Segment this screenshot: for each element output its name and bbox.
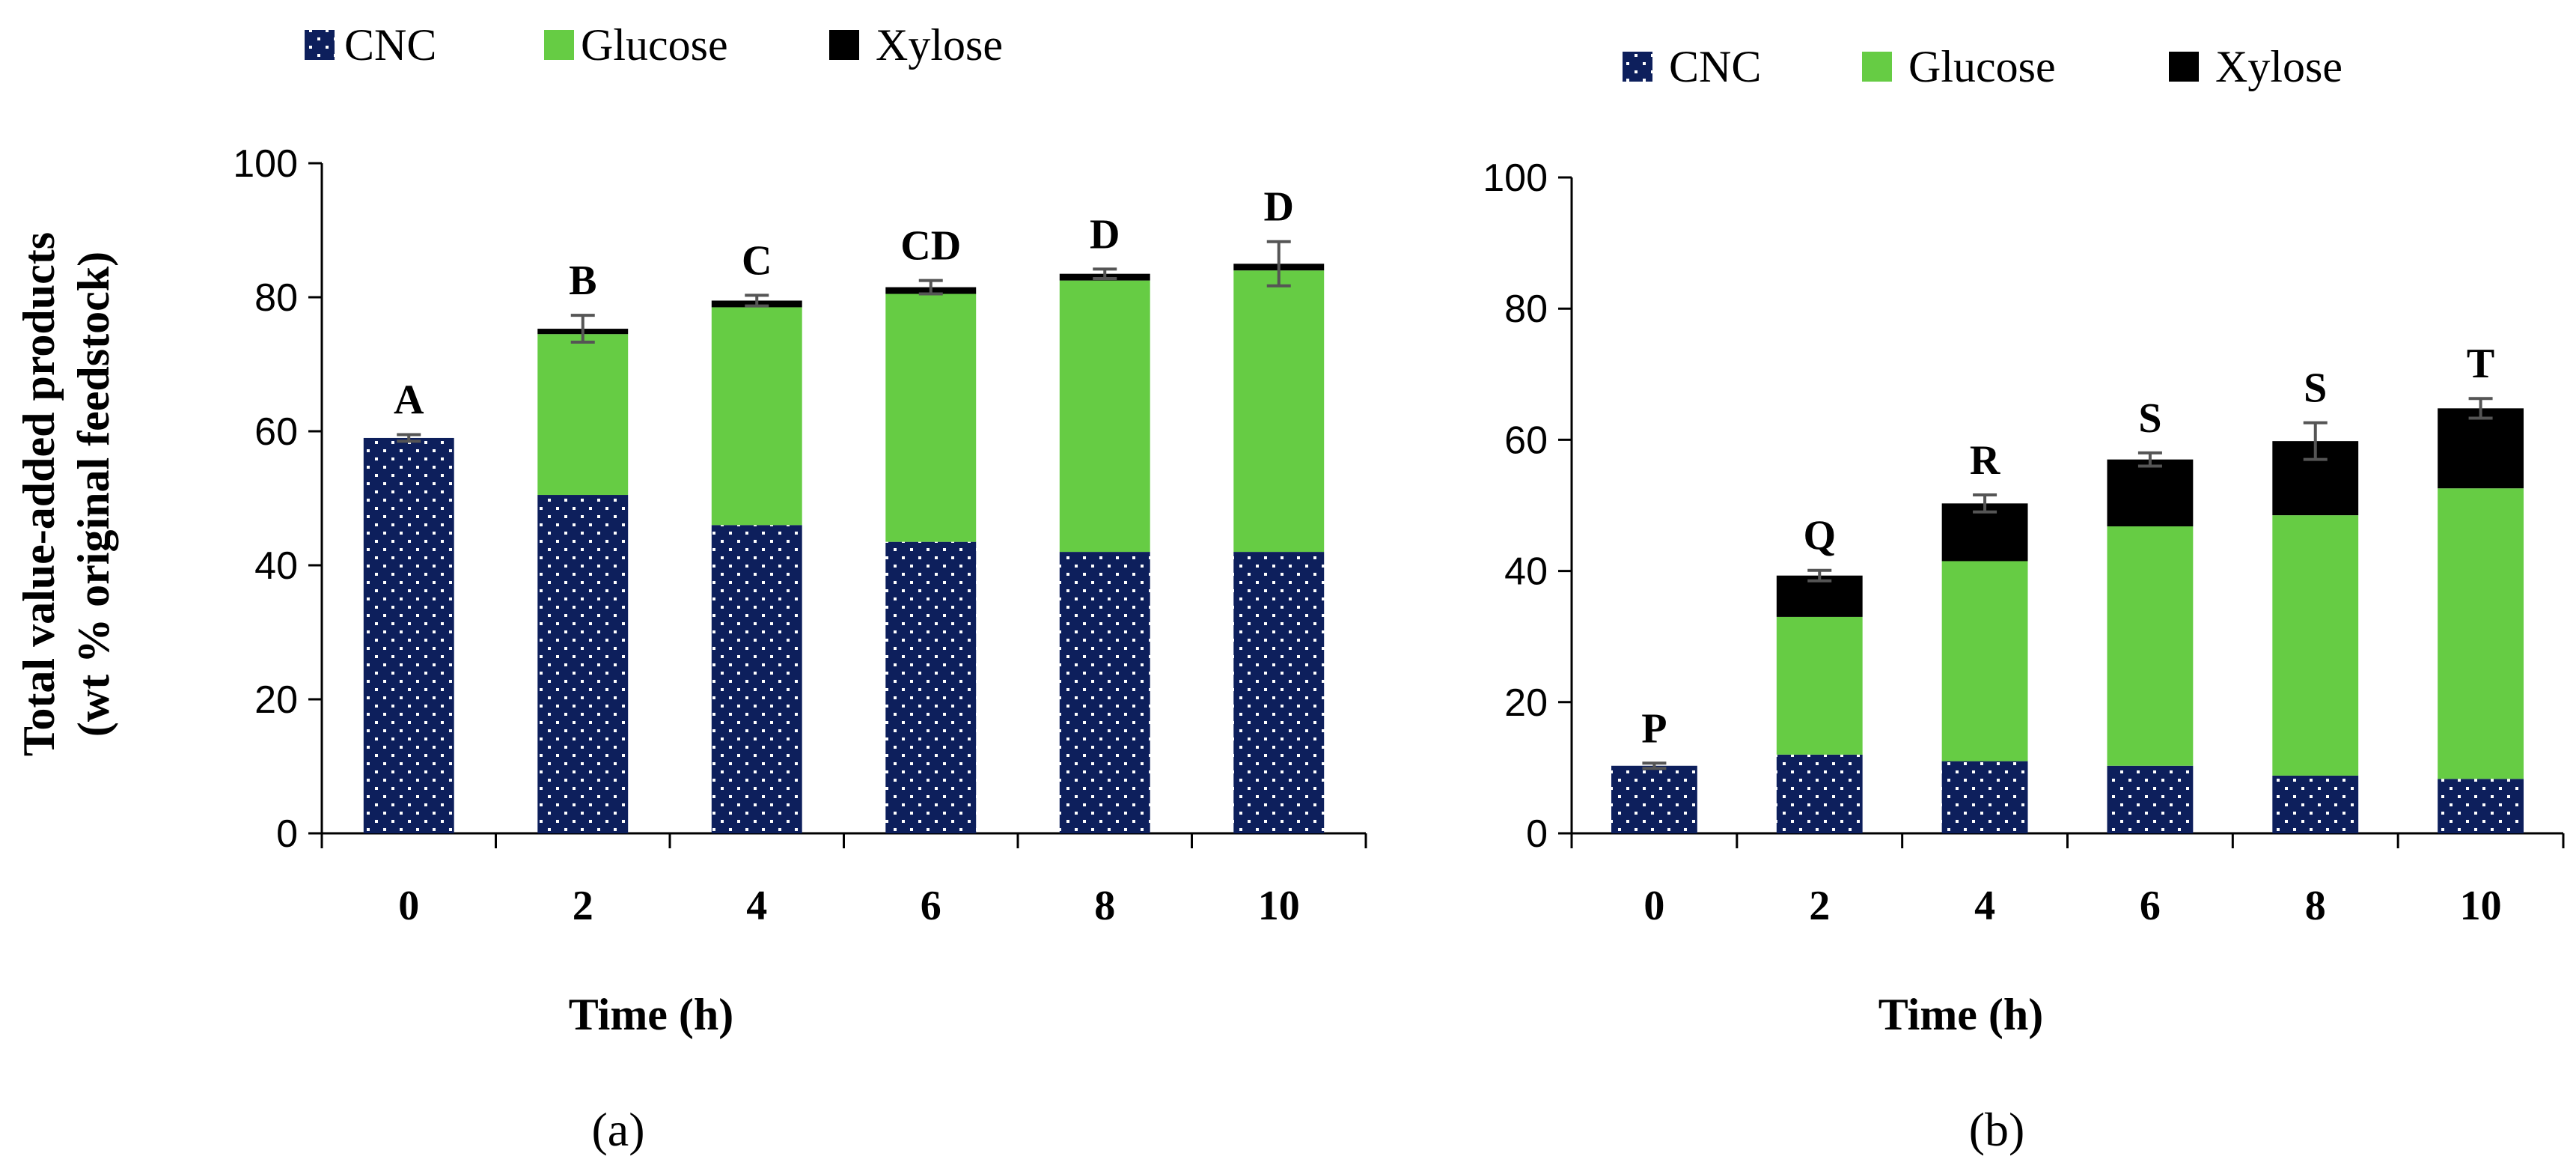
legend-label-glucose: Glucose xyxy=(581,20,728,70)
x-tick-label: 8 xyxy=(2305,883,2326,929)
x-tick-label: 10 xyxy=(2460,883,2502,929)
bar-glucose xyxy=(2438,488,2524,779)
bar-glucose xyxy=(1776,616,1863,755)
bar-cnc xyxy=(1233,552,1325,833)
legend-b: CNC Glucose Xylose xyxy=(1623,42,2342,91)
bar-glucose xyxy=(1233,270,1325,553)
significance-label: T xyxy=(2467,341,2494,387)
legend-label-cnc: CNC xyxy=(344,20,436,70)
y-tick-label: 0 xyxy=(276,812,298,856)
x-axis-title-b: Time (h) xyxy=(1878,990,2044,1039)
chart-a: 0 20 40 60 80 100 A 0 B 2 C 4 CD 6 D 8 D 10 xyxy=(233,142,1367,929)
significance-label: P xyxy=(1641,705,1667,752)
significance-label: C xyxy=(742,237,772,284)
y-tick-label: 20 xyxy=(254,678,298,722)
bar-cnc xyxy=(1059,552,1150,833)
significance-label: A xyxy=(394,377,424,423)
x-tick-label: 10 xyxy=(1258,883,1300,929)
x-tick-label: 2 xyxy=(1809,883,1830,929)
bar-cnc xyxy=(1776,754,1863,833)
x-axis-title-a: Time (h) xyxy=(569,990,734,1039)
significance-label: D xyxy=(1264,184,1294,231)
significance-label: D xyxy=(1090,211,1120,258)
y-tick-label: 80 xyxy=(1504,288,1548,331)
y-tick-label: 80 xyxy=(254,276,298,320)
bar-cnc xyxy=(2272,775,2359,833)
x-tick-label: 0 xyxy=(1643,883,1664,929)
bar-cnc xyxy=(2107,765,2194,833)
significance-label: S xyxy=(2304,365,2327,412)
significance-label: B xyxy=(569,258,596,304)
bar-glucose xyxy=(1941,561,2028,761)
bar-cnc xyxy=(363,437,454,833)
y-tick-label: 60 xyxy=(254,410,298,454)
x-tick-label: 6 xyxy=(2140,883,2161,929)
x-tick-label: 4 xyxy=(746,883,767,929)
bar-cnc xyxy=(711,525,802,833)
significance-label: S xyxy=(2138,395,2161,442)
x-tick-label: 0 xyxy=(398,883,419,929)
bar-cnc xyxy=(1941,761,2028,833)
bar-xylose xyxy=(2438,408,2524,489)
y-tick-label: 20 xyxy=(1504,681,1548,725)
significance-label: CD xyxy=(900,223,961,270)
legend-swatch-xylose xyxy=(2169,52,2199,82)
x-tick-label: 8 xyxy=(1094,883,1115,929)
bar-xylose xyxy=(1776,575,1863,617)
chart-b: 0 20 40 60 80 100 P 0 Q 2 R 4 S 6 S 8 T 10 xyxy=(1483,156,2565,929)
panel-label-b: (b) xyxy=(1969,1103,2025,1156)
significance-label: R xyxy=(1970,437,2000,484)
bar-cnc xyxy=(537,495,629,833)
bar-glucose xyxy=(2107,526,2194,766)
bar-cnc xyxy=(885,541,977,833)
y-tick-label: 60 xyxy=(1504,419,1548,462)
bar-cnc xyxy=(2438,779,2524,833)
legend-label-xylose: Xylose xyxy=(876,20,1003,70)
legend-swatch-glucose xyxy=(1862,52,1892,82)
legend-label-xylose: Xylose xyxy=(2215,42,2342,91)
bar-glucose xyxy=(537,334,629,496)
legend-swatch-cnc xyxy=(305,30,335,60)
y-axis-title-line1: Total value-added products xyxy=(14,232,64,756)
legend-swatch-xylose xyxy=(829,30,859,60)
y-tick-label: 40 xyxy=(1504,550,1548,594)
legend-swatch-cnc xyxy=(1623,52,1652,82)
legend-a: CNC Glucose Xylose xyxy=(305,20,1003,70)
bar-glucose xyxy=(1059,280,1150,553)
legend-label-glucose: Glucose xyxy=(1908,42,2056,91)
bar-glucose xyxy=(711,307,802,526)
bar-cnc xyxy=(1611,765,1697,833)
panel-label-a: (a) xyxy=(591,1103,644,1156)
significance-label: Q xyxy=(1803,513,1836,559)
bar-xylose xyxy=(2107,459,2194,527)
x-tick-label: 6 xyxy=(921,883,941,929)
y-tick-label: 100 xyxy=(233,142,298,186)
y-tick-label: 100 xyxy=(1483,156,1548,200)
x-tick-label: 2 xyxy=(573,883,593,929)
bar-glucose xyxy=(885,293,977,542)
y-tick-label: 40 xyxy=(254,544,298,588)
y-axis-title-line2: (wt % original feedstock) xyxy=(69,252,118,737)
x-tick-label: 4 xyxy=(1974,883,1995,929)
legend-swatch-glucose xyxy=(544,30,574,60)
y-tick-label: 0 xyxy=(1526,812,1548,856)
legend-label-cnc: CNC xyxy=(1669,42,1761,91)
bar-glucose xyxy=(2272,515,2359,776)
